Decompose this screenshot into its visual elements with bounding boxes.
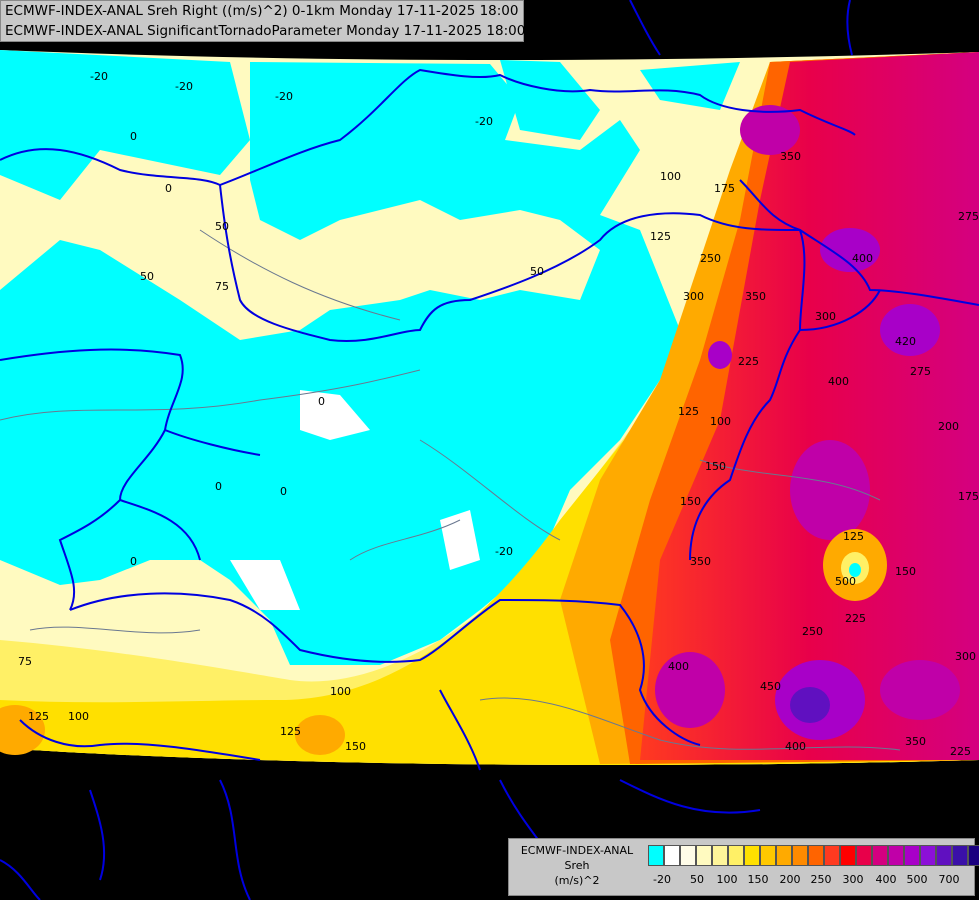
contour-label: 0: [318, 395, 325, 408]
legend-swatch: [920, 845, 936, 866]
contour-label: 300: [683, 290, 704, 303]
contour-label: 300: [955, 650, 976, 663]
contour-label: 75: [215, 280, 229, 293]
legend-tick-label: 100: [716, 873, 738, 886]
legend-tick-label: 300: [842, 873, 864, 886]
legend-title-variable: Sreh: [564, 859, 590, 872]
contour-label: 150: [705, 460, 726, 473]
contour-label: -20: [275, 90, 293, 103]
legend-swatch: [680, 845, 696, 866]
legend-swatch: [696, 845, 712, 866]
contour-label: 225: [950, 745, 971, 758]
legend-swatch: [952, 845, 968, 866]
legend-swatch: [712, 845, 728, 866]
contour-label: 50: [215, 220, 229, 233]
contour-label: 125: [28, 710, 49, 723]
contour-label: 100: [68, 710, 89, 723]
contour-label: 250: [700, 252, 721, 265]
contour-label: 125: [650, 230, 671, 243]
color-legend: ECMWF-INDEX-ANAL Sreh (m/s)^2 -20 50 100 15…: [508, 838, 979, 896]
legend-title: ECMWF-INDEX-ANAL Sreh (m/s)^2: [509, 843, 645, 888]
legend-swatch: [760, 845, 776, 866]
contour-label: 300: [815, 310, 836, 323]
contour-label: 225: [845, 612, 866, 625]
contour-label: 275: [910, 365, 931, 378]
contour-label: 350: [905, 735, 926, 748]
legend-tick-label: 50: [690, 873, 704, 886]
map-header: ECMWF-INDEX-ANAL Sreh Right ((m/s)^2) 0-…: [0, 0, 526, 42]
contour-label: 175: [958, 490, 979, 503]
contour-label: -20: [495, 545, 513, 558]
contour-label: 100: [660, 170, 681, 183]
contour-label: 125: [843, 530, 864, 543]
legend-tick-label: 700: [938, 873, 960, 886]
contour-label: 350: [780, 150, 801, 163]
contour-label: -20: [475, 115, 493, 128]
legend-tick-label: 200: [779, 873, 801, 886]
legend-swatch: [664, 845, 680, 866]
contour-label: -20: [175, 80, 193, 93]
contour-label: 150: [345, 740, 366, 753]
contour-label: -20: [90, 70, 108, 83]
contour-label: 100: [330, 685, 351, 698]
contour-label: 150: [680, 495, 701, 508]
contour-label: 225: [738, 355, 759, 368]
legend-tick-label: 400: [875, 873, 897, 886]
river-lines: [0, 229, 901, 751]
legend-swatch: [808, 845, 824, 866]
legend-swatch: [968, 845, 979, 866]
legend-swatch: [776, 845, 792, 866]
legend-swatch: [872, 845, 888, 866]
legend-swatch: [856, 845, 872, 866]
contour-label: 400: [852, 252, 873, 265]
legend-tick-label: 150: [747, 873, 769, 886]
contour-label: 400: [828, 375, 849, 388]
contour-labels: -20 -20 -20 -20 -20 0 0 0 0 0 50 50 50 7…: [18, 70, 979, 758]
legend-swatch: [744, 845, 760, 866]
contour-label: 500: [835, 575, 856, 588]
contour-label: 50: [530, 265, 544, 278]
header-line-1: ECMWF-INDEX-ANAL Sreh Right ((m/s)^2) 0-…: [5, 3, 519, 19]
header-line-2: ECMWF-INDEX-ANAL SignificantTornadoParam…: [5, 23, 526, 39]
contour-label: 450: [760, 680, 781, 693]
data-domain: [0, 50, 979, 765]
legend-swatch: [728, 845, 744, 866]
contour-label: 400: [785, 740, 806, 753]
contour-label: 0: [130, 130, 137, 143]
legend-swatch: [792, 845, 808, 866]
legend-swatch: [824, 845, 840, 866]
legend-swatch: [648, 845, 664, 866]
contour-label: 125: [280, 725, 301, 738]
contour-label: 100: [710, 415, 731, 428]
contour-label: 50: [140, 270, 154, 283]
legend-tick-label: -20: [653, 873, 671, 886]
contour-label: 0: [280, 485, 287, 498]
contour-label: 175: [714, 182, 735, 195]
contour-label: 75: [18, 655, 32, 668]
contour-label: 250: [802, 625, 823, 638]
legend-swatch: [840, 845, 856, 866]
legend-title-model: ECMWF-INDEX-ANAL: [520, 844, 634, 857]
legend-swatch: [904, 845, 920, 866]
contour-label: 400: [668, 660, 689, 673]
legend-title-unit: (m/s)^2: [554, 874, 600, 887]
contour-label: 125: [678, 405, 699, 418]
contour-label: 200: [938, 420, 959, 433]
contour-label: 0: [215, 480, 222, 493]
contour-label: 420: [895, 335, 916, 348]
contour-label: 0: [130, 555, 137, 568]
legend-color-bar: [648, 845, 979, 866]
legend-tick-label: 500: [906, 873, 928, 886]
contour-label: 350: [745, 290, 766, 303]
contour-label: 150: [895, 565, 916, 578]
contour-label: 0: [165, 182, 172, 195]
contour-label: 350: [690, 555, 711, 568]
legend-swatch: [888, 845, 904, 866]
contour-label: 275: [958, 210, 979, 223]
legend-tick-label: 250: [810, 873, 832, 886]
legend-swatch: [936, 845, 952, 866]
